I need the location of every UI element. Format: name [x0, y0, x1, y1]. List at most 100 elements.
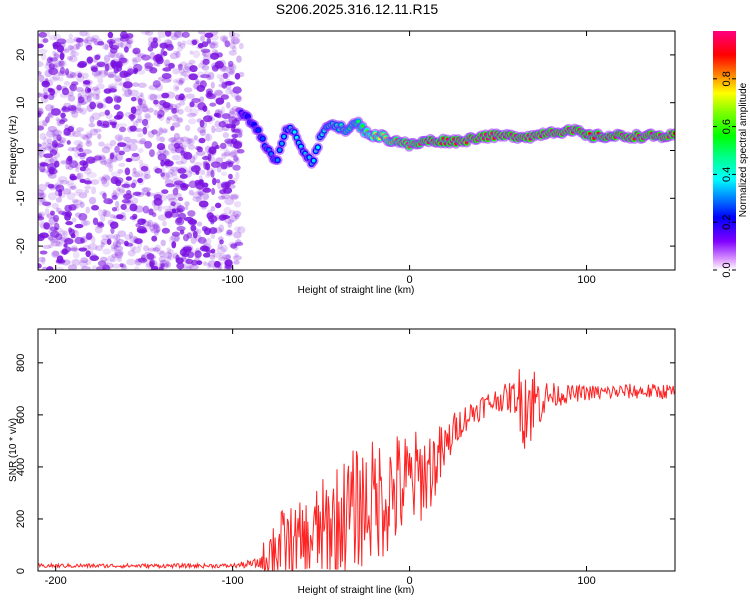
noise-blob — [227, 221, 233, 228]
noise-blob — [86, 96, 91, 102]
noise-blob — [161, 72, 172, 80]
noise-blob — [141, 105, 149, 113]
noise-blob — [81, 266, 91, 270]
noise-blob — [66, 192, 76, 201]
noise-blob — [132, 191, 142, 196]
noise-blob — [44, 158, 51, 164]
track-core — [282, 134, 286, 139]
noise-blob — [53, 60, 63, 68]
noise-blob — [135, 128, 143, 133]
noise-blob — [74, 107, 84, 113]
noise-blob — [194, 78, 200, 84]
noise-blob — [110, 176, 119, 185]
noise-blob — [79, 160, 88, 166]
noise-blob — [162, 128, 168, 134]
noise-blob — [156, 133, 161, 142]
noise-blob — [92, 217, 99, 226]
noise-blob — [171, 122, 181, 128]
noise-blob — [216, 59, 227, 68]
noise-blob — [140, 31, 151, 35]
noise-blob — [161, 92, 170, 99]
noise-blob — [144, 63, 152, 70]
noise-blob — [53, 142, 60, 149]
noise-blob — [58, 60, 65, 66]
noise-blob — [42, 266, 48, 270]
noise-blob — [67, 264, 78, 270]
noise-blob — [202, 192, 210, 201]
noise-blob — [153, 109, 159, 116]
noise-blob — [121, 183, 131, 188]
noise-blob — [54, 189, 63, 197]
noise-blob — [67, 91, 74, 97]
noise-blob — [209, 41, 216, 49]
noise-blob — [47, 183, 55, 189]
noise-blob — [216, 165, 222, 173]
noise-blob — [184, 205, 189, 211]
noise-blob — [150, 228, 160, 234]
noise-blob — [217, 195, 226, 200]
noise-blob — [71, 198, 79, 204]
noise-blob — [114, 251, 123, 259]
noise-blob — [128, 114, 136, 120]
noise-blob — [164, 31, 172, 37]
noise-blob — [52, 250, 60, 257]
noise-blob — [91, 265, 98, 270]
noise-blob — [71, 146, 79, 152]
noise-blob — [76, 100, 87, 106]
noise-blob — [215, 97, 225, 105]
noise-blob — [52, 74, 61, 81]
noise-blob — [109, 256, 117, 263]
noise-blob — [51, 146, 59, 154]
noise-blob — [38, 263, 42, 269]
noise-blob — [173, 50, 180, 55]
y-tick-label: 400 — [15, 458, 27, 476]
noise-blob — [165, 183, 176, 188]
noise-blob — [73, 159, 78, 165]
noise-blob — [52, 50, 57, 57]
noise-blob — [204, 186, 210, 192]
noise-blob — [147, 41, 153, 48]
noise-blob — [114, 75, 123, 82]
noise-blob — [104, 109, 110, 116]
noise-blob — [74, 164, 81, 169]
noise-blob — [215, 90, 225, 99]
noise-blob — [152, 54, 163, 63]
noise-blob — [88, 250, 94, 256]
noise-blob — [149, 149, 155, 158]
noise-blob — [221, 72, 231, 79]
noise-blob — [106, 238, 112, 245]
noise-blob — [177, 167, 187, 174]
noise-blob — [157, 109, 165, 118]
noise-blob — [171, 107, 177, 114]
snr-plot-area — [38, 329, 675, 571]
noise-blob — [172, 252, 179, 260]
noise-blob — [179, 173, 188, 179]
noise-blob — [233, 259, 240, 265]
noise-blob — [234, 252, 239, 258]
noise-blob — [203, 261, 208, 267]
noise-blob — [62, 105, 67, 111]
noise-blob — [213, 214, 221, 220]
noise-blob — [161, 227, 170, 234]
noise-blob — [110, 244, 119, 250]
noise-blob — [238, 71, 245, 78]
noise-blob — [43, 223, 53, 230]
noise-blob — [232, 255, 242, 261]
noise-blob — [117, 230, 127, 238]
noise-blob — [82, 244, 91, 250]
noise-blob — [44, 146, 53, 151]
noise-blob — [235, 171, 240, 180]
noise-blob — [71, 259, 81, 266]
noise-blob — [38, 74, 45, 83]
noise-blob — [188, 218, 198, 226]
noise-blob — [59, 51, 66, 58]
noise-blob — [109, 44, 120, 50]
noise-blob — [158, 104, 164, 112]
noise-blob — [124, 242, 134, 247]
noise-blob — [116, 255, 122, 263]
track-core — [246, 114, 250, 119]
noise-blob — [119, 82, 128, 87]
noise-blob — [97, 77, 104, 84]
